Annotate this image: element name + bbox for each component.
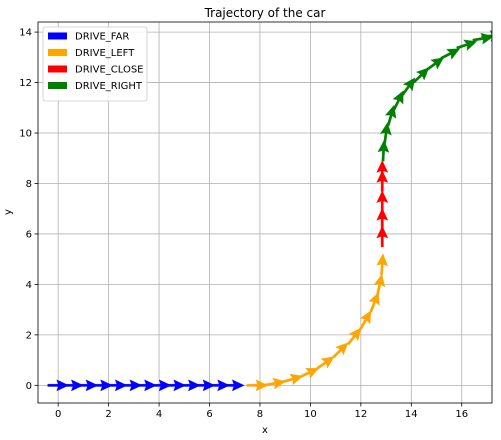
- y-axis-label: y: [3, 209, 14, 215]
- y-tick-label: 8: [26, 179, 32, 190]
- trajectory-arrow: [392, 90, 404, 111]
- y-tick-label: 12: [19, 78, 32, 89]
- legend-swatch: [48, 32, 67, 40]
- chart-title: Trajectory of the car: [204, 6, 326, 20]
- x-tick-label: 8: [257, 409, 263, 420]
- x-tick-label: 0: [55, 409, 61, 420]
- trajectory-arrow: [149, 379, 172, 392]
- trajectory-arrow: [346, 327, 362, 346]
- trajectory-arrow: [264, 377, 286, 390]
- x-tick-label: 2: [105, 409, 111, 420]
- y-tick-label: 0: [26, 381, 32, 392]
- trajectory-arrow: [316, 356, 335, 370]
- trajectory-arrow: [472, 32, 492, 45]
- x-axis-label: x: [262, 425, 268, 436]
- trajectory-arrow: [376, 190, 389, 212]
- trajectory-arrow: [208, 379, 230, 392]
- legend-swatch: [48, 65, 67, 73]
- x-tick-label: 12: [354, 409, 367, 420]
- trajectory-arrow: [384, 104, 397, 126]
- legend-label: DRIVE_CLOSE: [75, 65, 144, 76]
- legend-label: DRIVE_FAR: [75, 32, 129, 43]
- legend-swatch: [48, 82, 67, 89]
- trajectory-arrow: [223, 379, 245, 392]
- y-tick-label: 10: [19, 129, 32, 140]
- trajectory-arrow: [62, 379, 84, 392]
- trajectory-arrow: [120, 379, 143, 392]
- trajectory-arrow: [373, 273, 386, 296]
- trajectory-arrow: [164, 379, 187, 392]
- trajectory-arrow: [91, 379, 113, 392]
- trajectory-arrow: [359, 310, 372, 330]
- legend-swatch: [48, 49, 67, 56]
- trajectory-arrow: [246, 379, 269, 392]
- legend-box: [42, 26, 148, 102]
- trajectory-arrow: [401, 77, 416, 96]
- trajectory-arrow: [376, 207, 389, 230]
- x-tick-label: 10: [304, 409, 317, 420]
- trajectory-arrow: [456, 39, 478, 51]
- trajectory-arrow: [376, 225, 389, 248]
- legend: DRIVE_FAR DRIVE_LEFT DRIVE_CLOSE DRIVE_RIGH…: [42, 26, 148, 102]
- trajectory-arrow: [282, 373, 304, 386]
- plot-frame: [37, 21, 493, 404]
- trajectory-arrow: [135, 379, 157, 392]
- y-tick-label: 6: [26, 229, 32, 240]
- legend-label: DRIVE_RIGHT: [75, 81, 143, 92]
- y-tick-label: 14: [19, 28, 32, 39]
- trajectory-arrow: [332, 342, 349, 359]
- trajectory-arrow: [368, 292, 380, 313]
- trajectory-arrow: [379, 122, 392, 144]
- trajectory-arrow: [106, 379, 128, 392]
- x-tick-label: 4: [156, 409, 162, 420]
- trajectory-arrow: [298, 368, 319, 379]
- y-tick-label: 4: [26, 280, 32, 291]
- trajectory-arrow: [425, 57, 445, 71]
- trajectory-arrow: [376, 160, 389, 182]
- x-tick-label: 6: [206, 409, 212, 420]
- legend-label: DRIVE_LEFT: [75, 48, 135, 59]
- y-tick-label: 2: [26, 330, 32, 341]
- trajectory-arrow: [179, 379, 201, 392]
- trajectory-arrow: [376, 253, 389, 275]
- trajectory-arrow: [440, 48, 461, 60]
- trajectory-arrow: [412, 67, 430, 84]
- x-tick-label: 14: [405, 409, 418, 420]
- trajectory-arrow: [76, 379, 99, 392]
- grid: [38, 22, 492, 403]
- x-tick-label: 16: [455, 409, 468, 420]
- trajectory-arrow: [193, 379, 216, 392]
- trajectory-arrow: [377, 139, 390, 162]
- trajectory-arrow: [47, 379, 70, 392]
- ticks: 0 2 4 6 8 10 12 14 16 0 2 4 6 8 10 12 14: [19, 28, 468, 420]
